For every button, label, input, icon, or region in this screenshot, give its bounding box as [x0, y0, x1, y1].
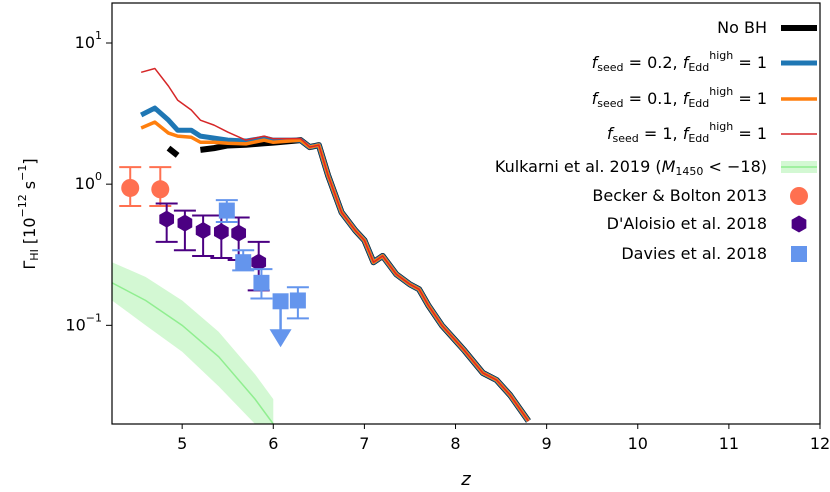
series-line — [140, 105, 531, 423]
marker — [253, 274, 270, 291]
x-axis-label: z — [460, 469, 471, 490]
series-line — [166, 145, 180, 158]
x-tick-label: 5 — [177, 434, 187, 453]
y-tick-label: 101​ — [75, 29, 102, 52]
axes-frame — [111, 2, 821, 425]
marker — [251, 253, 267, 271]
legend-label: fseed = 0.1, fEddhigh = 1 — [592, 85, 767, 110]
y-tick-label: 10−1​ — [65, 311, 102, 334]
plot-area — [112, 67, 531, 424]
y-axis-label: ΓHI [10−12 s−1] — [16, 158, 41, 269]
legend-label: No BH — [717, 18, 767, 37]
legend-marker — [791, 246, 807, 262]
marker — [121, 178, 140, 197]
marker — [177, 214, 193, 232]
marker — [218, 202, 235, 219]
marker — [195, 221, 211, 239]
band-area — [112, 262, 274, 424]
x-tick-label: 7 — [359, 434, 369, 453]
series-line — [140, 120, 530, 423]
marker — [289, 292, 306, 309]
marker — [272, 293, 289, 310]
x-tick-label: 10 — [628, 434, 648, 453]
band-line — [112, 282, 274, 424]
x-tick-label: 9 — [542, 434, 552, 453]
y-tick-label: 100​ — [75, 170, 102, 193]
marker — [231, 224, 247, 242]
marker — [151, 180, 170, 199]
marker — [159, 210, 175, 228]
legend-marker — [790, 187, 808, 205]
legend-label: fseed = 0.2, fEddhigh = 1 — [592, 49, 767, 74]
x-tick-label: 6 — [268, 434, 278, 453]
legend-label: fseed = 1, fEddhigh = 1 — [607, 120, 767, 145]
legend-label: D'Aloisio et al. 2018 — [607, 214, 767, 233]
limit-arrow-head — [269, 329, 292, 348]
x-tick-label: 12 — [810, 434, 830, 453]
legend-label: Davies et al. 2018 — [621, 244, 767, 263]
legend-label: Kulkarni et al. 2019 (M1450 < −18) — [495, 157, 767, 179]
marker — [235, 254, 252, 271]
x-tick-label: 8 — [450, 434, 460, 453]
legend-label: Becker & Bolton 2013 — [592, 186, 767, 205]
legend-marker — [791, 215, 807, 233]
x-tick-label: 11 — [719, 434, 739, 453]
marker — [213, 223, 229, 241]
series-line — [140, 67, 530, 422]
